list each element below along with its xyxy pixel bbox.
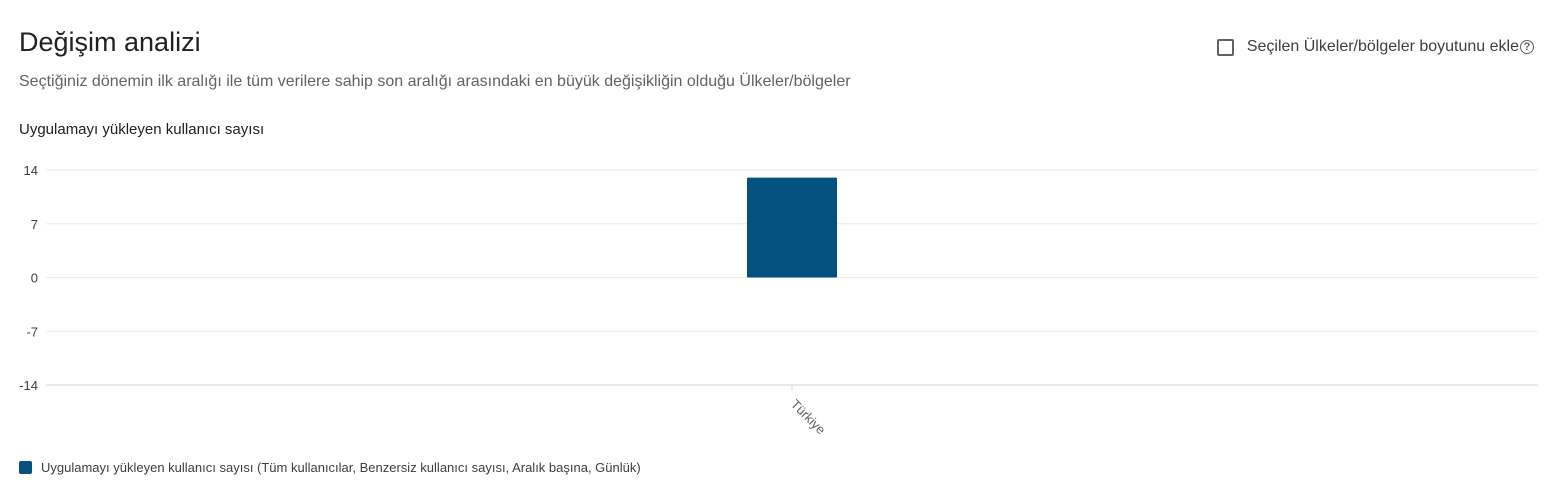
chart-bars bbox=[747, 177, 837, 278]
legend-swatch bbox=[19, 461, 32, 474]
chart-legend: Uygulamayı yükleyen kullanıcı sayısı (Tü… bbox=[19, 460, 641, 475]
bar[interactable] bbox=[747, 177, 837, 278]
y-tick-label: -14 bbox=[19, 378, 38, 393]
legend-label: Uygulamayı yükleyen kullanıcı sayısı (Tü… bbox=[41, 460, 641, 475]
dimension-checkbox[interactable] bbox=[1216, 38, 1234, 56]
y-tick-label: 7 bbox=[31, 217, 38, 232]
y-tick-label: -7 bbox=[26, 324, 38, 339]
y-tick-label: 0 bbox=[31, 271, 38, 286]
x-axis: Türkiye bbox=[788, 385, 829, 437]
help-icon[interactable]: ? bbox=[1520, 40, 1534, 54]
x-tick-label: Türkiye bbox=[788, 397, 829, 438]
dimension-checkbox-label: Seçilen Ülkeler/bölgeler boyutunu ekle bbox=[1246, 38, 1519, 55]
y-axis: 14 7 0 -7 -14 bbox=[19, 163, 38, 393]
add-dimension-toggle[interactable]: Seçilen Ülkeler/bölgeler boyutunu ekle ? bbox=[1216, 38, 1534, 56]
y-tick-label: 14 bbox=[24, 163, 38, 178]
page-subtitle: Seçtiğiniz dönemin ilk aralığı ile tüm v… bbox=[19, 73, 851, 90]
bar-chart: 14 7 0 -7 -14 Türkiye bbox=[19, 163, 1538, 437]
metric-label: Uygulamayı yükleyen kullanıcı sayısı bbox=[19, 121, 265, 138]
page-title: Değişim analizi bbox=[19, 27, 201, 57]
